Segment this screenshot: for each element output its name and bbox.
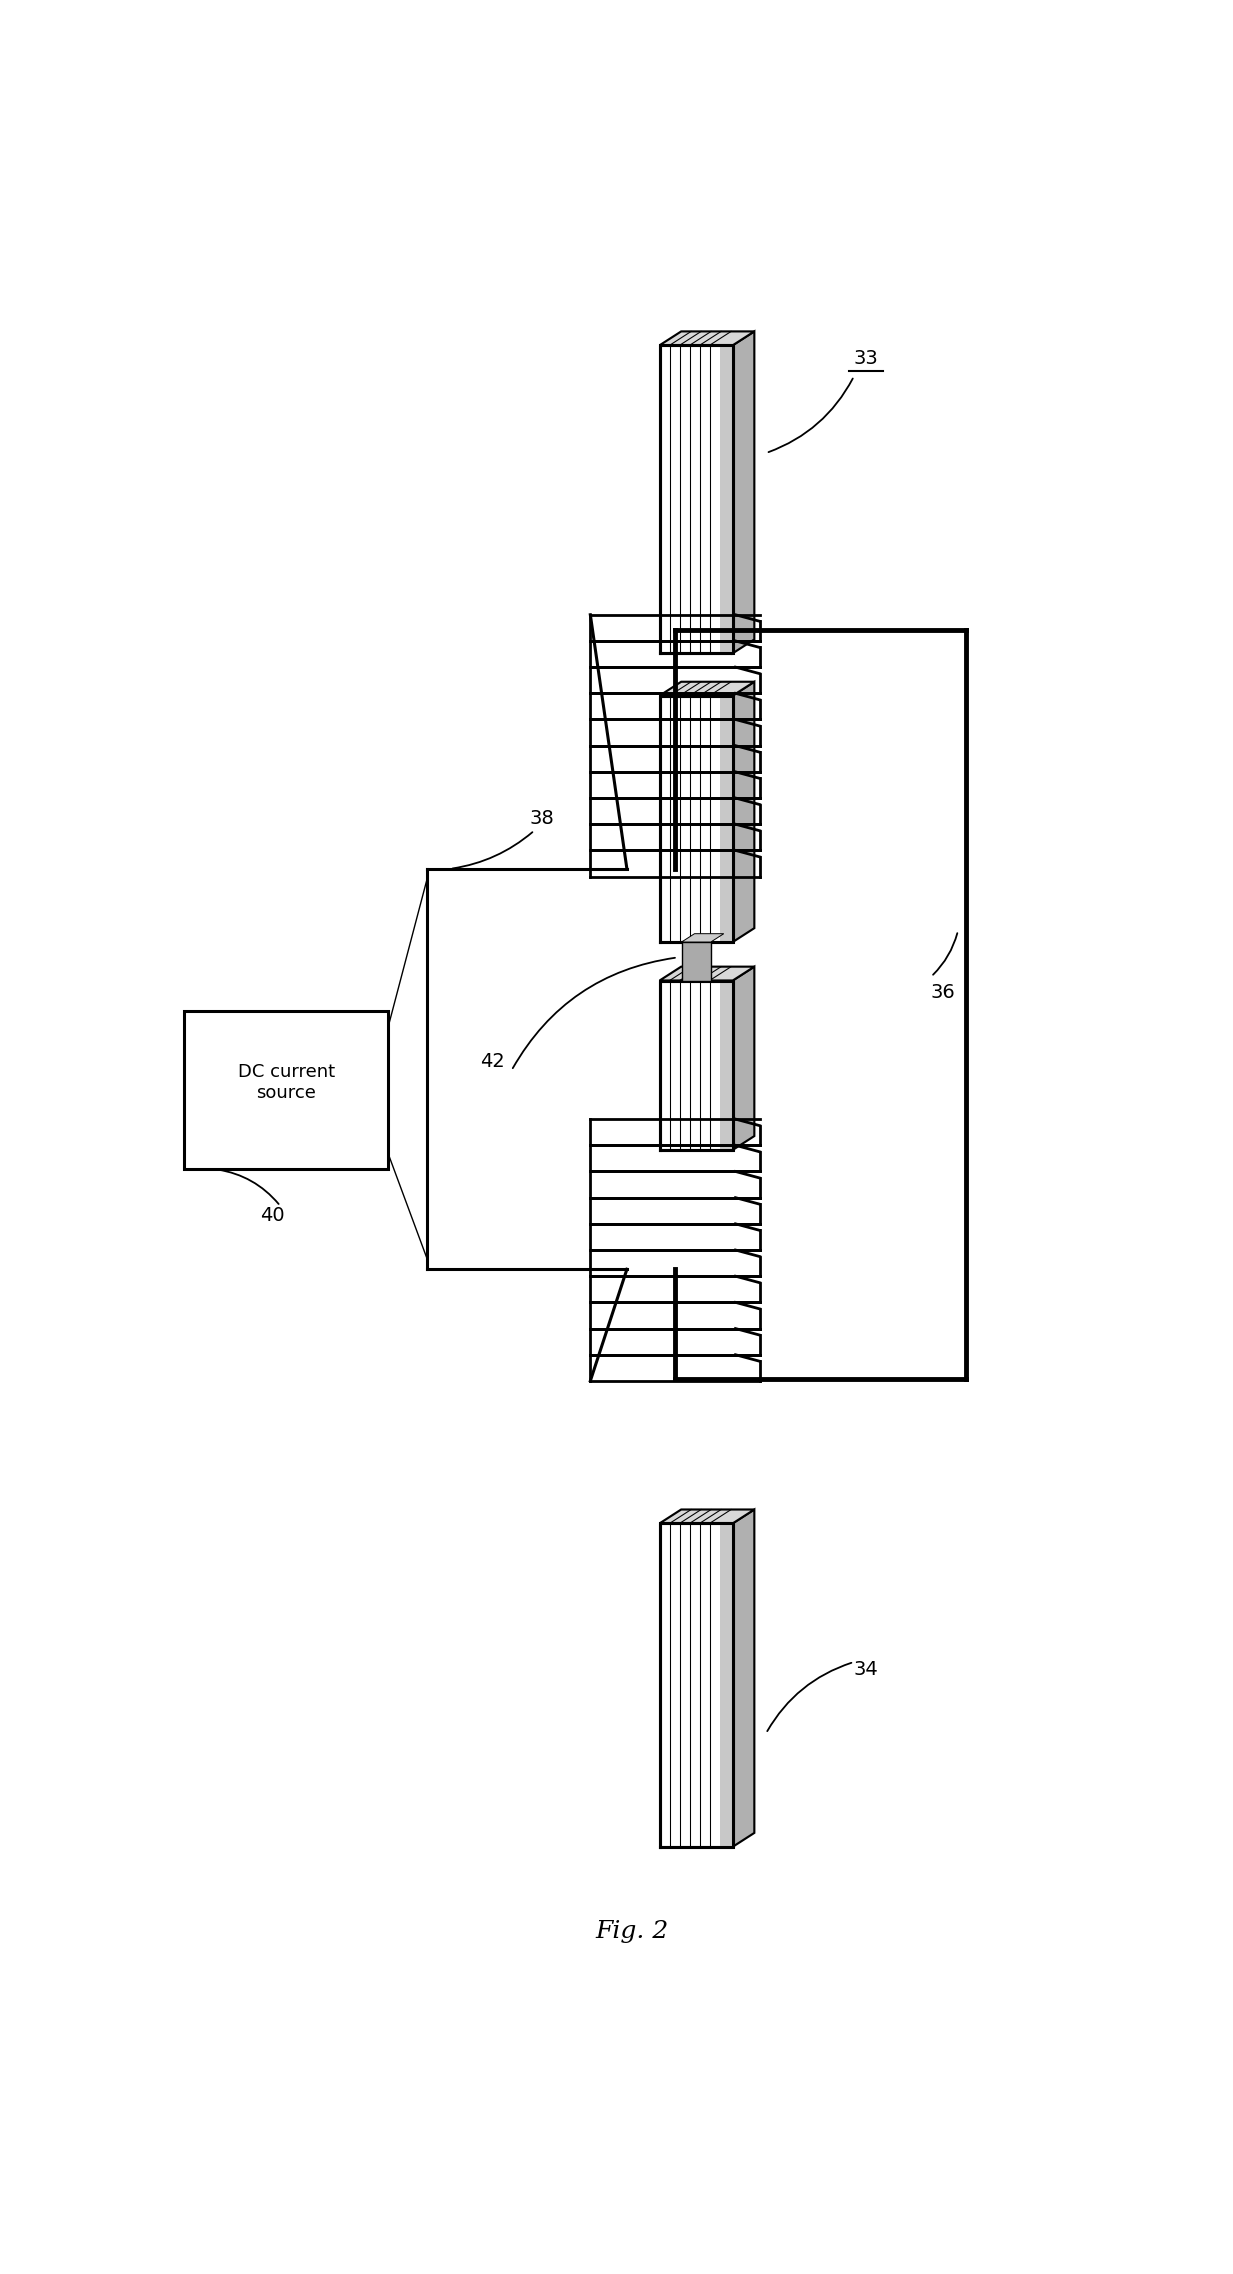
Polygon shape (720, 346, 732, 653)
Polygon shape (720, 1524, 732, 1846)
Polygon shape (660, 1510, 755, 1524)
Polygon shape (184, 1012, 388, 1169)
Text: Fig. 2: Fig. 2 (596, 1919, 668, 1942)
Text: 38: 38 (530, 810, 555, 828)
Polygon shape (732, 682, 755, 941)
Polygon shape (660, 682, 755, 696)
Polygon shape (682, 935, 724, 941)
Polygon shape (660, 980, 732, 1151)
Polygon shape (732, 1510, 755, 1846)
Text: 36: 36 (930, 982, 956, 1001)
Text: 40: 40 (260, 1205, 285, 1226)
Polygon shape (720, 980, 732, 1151)
Polygon shape (732, 966, 755, 1151)
Text: 34: 34 (853, 1660, 878, 1678)
Polygon shape (682, 941, 711, 980)
Text: DC current
source: DC current source (238, 1064, 334, 1103)
Polygon shape (720, 696, 732, 941)
Polygon shape (660, 1524, 732, 1846)
Polygon shape (660, 332, 755, 346)
Text: 42: 42 (480, 1053, 504, 1071)
Text: 33: 33 (853, 350, 878, 368)
Polygon shape (660, 346, 732, 653)
Polygon shape (660, 966, 755, 980)
Polygon shape (732, 332, 755, 653)
Polygon shape (660, 696, 732, 941)
